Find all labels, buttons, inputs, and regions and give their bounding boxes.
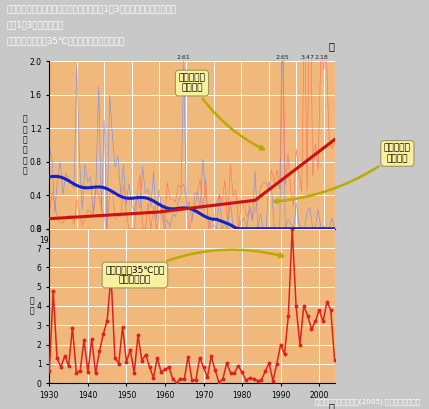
Text: 2.18: 2.18 [314,55,328,60]
Y-axis label: 出
現
数
（
回
）: 出 現 数 （ 回 ） [22,115,27,175]
Text: 2.65: 2.65 [275,55,290,60]
Text: 下図：日最高気温35℃以上の年間日数経年変化: 下図：日最高気温35℃以上の年間日数経年変化 [6,37,124,46]
Text: 3.47: 3.47 [300,55,314,60]
Text: 異常高温は
増加傾向: 異常高温は 増加傾向 [178,73,264,149]
Text: 異常低温は
減少傾向: 異常低温は 減少傾向 [274,144,411,203]
Text: 年: 年 [329,41,335,51]
Text: 年: 年 [329,402,335,409]
Text: 上図：月平均気温の異常高温（高い方から1〜3位）と異常低温（低い方: 上図：月平均気温の異常高温（高い方から1〜3位）と異常低温（低い方 [6,4,176,13]
Text: 本文・図出典：気象庁(2005) 異常気象レポート: 本文・図出典：気象庁(2005) 異常気象レポート [315,398,420,405]
Text: 最高気温が35℃以上
の日数は増加: 最高気温が35℃以上 の日数は増加 [105,249,283,285]
Y-axis label: 日
数: 日 数 [30,296,34,316]
Text: 2.61: 2.61 [177,55,190,60]
Text: から1〜3位）の出現数: から1〜3位）の出現数 [6,20,63,29]
